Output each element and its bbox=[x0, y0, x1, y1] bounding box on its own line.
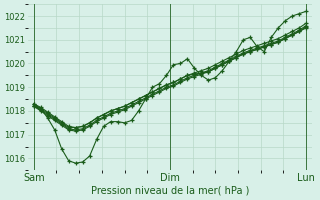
X-axis label: Pression niveau de la mer( hPa ): Pression niveau de la mer( hPa ) bbox=[91, 186, 249, 196]
